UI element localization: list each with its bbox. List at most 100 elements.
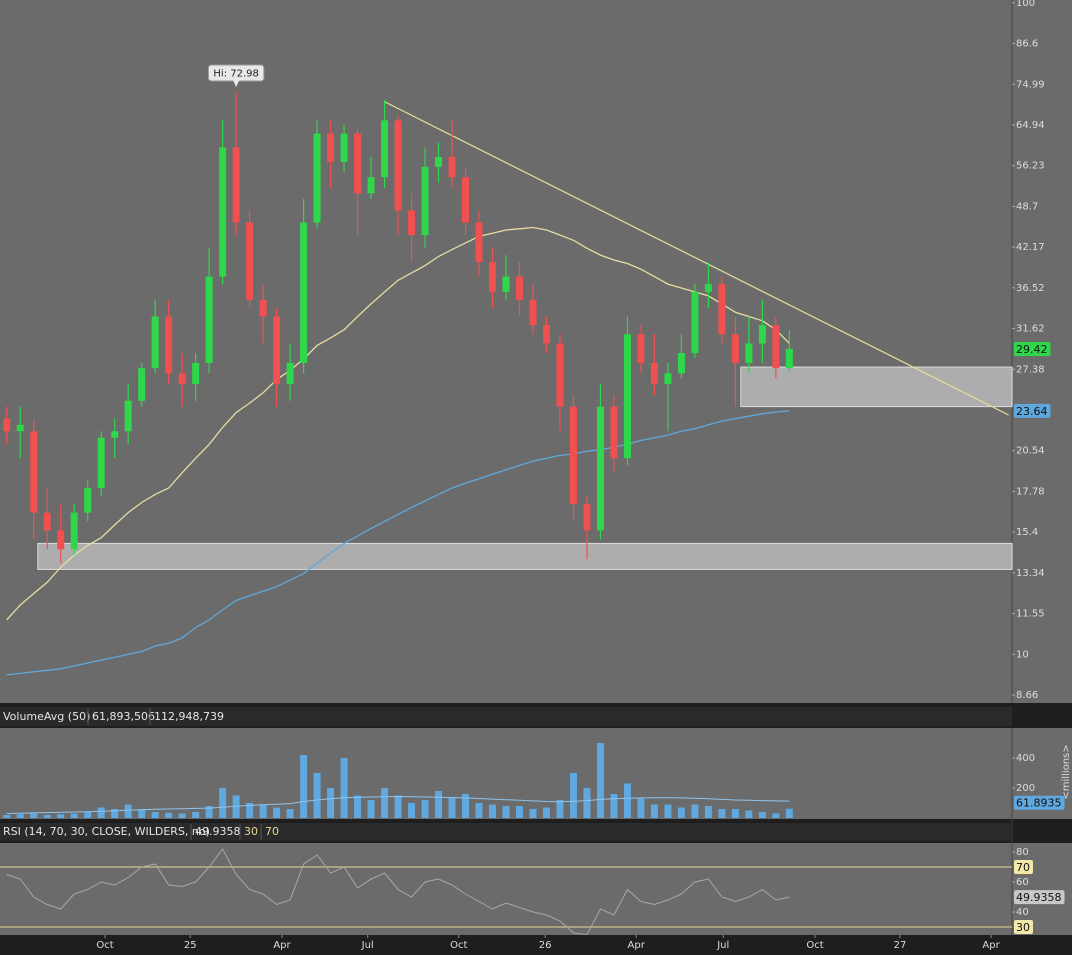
candle-body xyxy=(542,325,550,344)
volume-bar xyxy=(111,809,119,818)
x-tick-label: Oct xyxy=(450,940,467,951)
y-tick-label: 27.38 xyxy=(1016,364,1045,375)
candle-body xyxy=(583,504,591,531)
y-tick-label: 13.34 xyxy=(1016,568,1045,579)
legend-value: 30 xyxy=(244,825,258,838)
candle-body xyxy=(178,373,186,384)
candle-body xyxy=(691,291,699,354)
tag-label: 29.42 xyxy=(1016,343,1048,356)
x-tick-label: 27 xyxy=(894,940,907,951)
y-tick-label: 56.23 xyxy=(1016,161,1045,172)
volume-bar xyxy=(273,807,281,818)
volume-bar xyxy=(381,788,389,818)
axis-label: <millions> xyxy=(1061,744,1072,799)
price-tag: 29.42 xyxy=(1014,342,1051,357)
volume-bar xyxy=(354,795,362,818)
volume-bar xyxy=(151,812,159,818)
tag-box xyxy=(1014,403,1051,418)
tag-label: 61.8935 xyxy=(1016,797,1062,810)
volume-bar xyxy=(515,806,523,818)
candle-body xyxy=(731,334,739,364)
volume-bar xyxy=(367,800,375,818)
volume-bar xyxy=(623,783,631,818)
header-bar xyxy=(0,823,1012,841)
candle-body xyxy=(677,353,685,374)
rsi-panel xyxy=(0,843,1072,935)
candle-body xyxy=(138,368,146,401)
moving-average xyxy=(6,410,790,676)
volume-bar xyxy=(650,804,658,818)
y-tick-label: 86.6 xyxy=(1016,39,1038,50)
annotation-label: Hi: 72.98 xyxy=(213,68,258,79)
rsi-header: RSI (14, 70, 30, CLOSE, WILDERS, no) 49.… xyxy=(0,823,1012,841)
tag-box xyxy=(1014,795,1065,810)
legend-value: 112,948,739 xyxy=(154,710,224,723)
candle-body xyxy=(556,343,564,407)
candle-body xyxy=(610,406,618,459)
candle-body xyxy=(192,363,200,384)
y-tick-label: 48.7 xyxy=(1016,201,1038,212)
volume-bar xyxy=(165,812,173,818)
zone xyxy=(740,366,1013,408)
x-tick-label: Apr xyxy=(628,940,646,951)
candle-body xyxy=(381,120,389,178)
tag-label: 23.64 xyxy=(1016,405,1048,418)
volume-bar xyxy=(569,773,577,818)
candle-body xyxy=(16,424,24,432)
volume-bar xyxy=(502,806,510,818)
volume-bar xyxy=(178,813,186,818)
tag-label: 70 xyxy=(1016,861,1030,874)
candle-body xyxy=(327,133,335,162)
volume-bar xyxy=(84,812,92,818)
candle-body xyxy=(448,156,456,178)
y-tick-label: 100 xyxy=(1016,0,1035,9)
volume-bar xyxy=(489,804,497,818)
volume-bar xyxy=(219,788,227,818)
x-tick-label: Jul xyxy=(716,940,729,951)
volume-bar xyxy=(529,809,537,818)
indicator-title: RSI (14, 70, 30, CLOSE, WILDERS, no) xyxy=(3,825,210,838)
volume-bar xyxy=(259,804,267,818)
indicator-title: VolumeAvg (50) xyxy=(3,710,90,723)
volume-bar xyxy=(637,798,645,818)
candle-body xyxy=(529,299,537,326)
y-tick-label: 20.54 xyxy=(1016,446,1045,457)
y-tick-label: 15.4 xyxy=(1016,527,1038,538)
tag-label: 49.9358 xyxy=(1016,891,1062,904)
price-tag: 70 xyxy=(1014,860,1033,875)
candle-body xyxy=(515,276,523,300)
candle-body xyxy=(408,210,416,236)
high-annotation: Hi: 72.98 xyxy=(207,64,265,87)
candle-body xyxy=(489,262,497,292)
y-tick-label: 40 xyxy=(1016,907,1029,918)
candle-body xyxy=(475,222,483,263)
candle-body xyxy=(97,437,105,489)
y-tick-label: 8.66 xyxy=(1016,690,1038,701)
candle-body xyxy=(394,120,402,211)
volume-bar xyxy=(583,788,591,818)
candle-body xyxy=(637,334,645,364)
candle-body xyxy=(704,284,712,292)
volume-bar xyxy=(758,812,766,818)
tag-box xyxy=(1014,920,1033,935)
volume-bar xyxy=(785,808,793,818)
volume-bar xyxy=(408,803,416,818)
volume-bar xyxy=(97,807,105,818)
price-tag: 61.8935 xyxy=(1014,795,1065,810)
candle-body xyxy=(165,316,173,374)
price-tag: 49.9358 xyxy=(1014,890,1065,905)
candle-body xyxy=(623,334,631,459)
x-tick-label: 26 xyxy=(539,940,552,951)
volume-bar xyxy=(30,813,38,818)
volume-bar xyxy=(3,815,11,818)
volume-bar xyxy=(462,794,470,818)
candle-body xyxy=(772,325,780,369)
volume-bar xyxy=(286,809,294,818)
volume-bar xyxy=(704,806,712,818)
y-tick-label: 17.78 xyxy=(1016,487,1045,498)
tag-label: 30 xyxy=(1016,921,1030,934)
annotation-pointer xyxy=(233,80,240,87)
volume-bar xyxy=(327,788,335,818)
candle-body xyxy=(205,276,213,364)
